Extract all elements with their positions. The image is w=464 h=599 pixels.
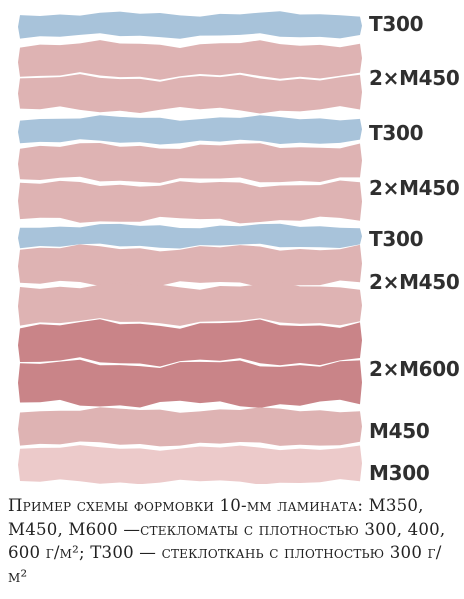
layer-label-m300: M300 [369,461,430,485]
laminate-sheet-mat300 [18,445,362,484]
layer-label-2xm450-3: 2×M450 [369,270,460,294]
laminate-sheet-mat600 [18,319,362,367]
laminate-sheet-mat450 [18,244,362,288]
figure-caption: Пример схемы формовки 10-мм ламината: М3… [8,496,446,586]
laminate-layers-graphic [18,11,362,484]
layer-label-2xm450-1: 2×M450 [369,66,460,90]
laminate-sheet-mat450 [18,180,362,224]
laminate-sheet-fabric [18,115,362,145]
laminate-sheet-fabric [18,223,362,249]
laminate-sheet-mat450 [18,74,362,114]
laminate-sheet-mat450 [18,282,362,326]
layer-label-t300-3: T300 [369,227,424,251]
laminate-sheet-mat600 [18,359,362,408]
layer-label-m450: M450 [369,419,430,443]
layer-label-2xm450-2: 2×M450 [369,176,460,200]
laminate-stack-diagram: T300 2×M450 T300 2×M450 T300 2×M450 2×M6… [18,11,460,485]
laminate-sheet-fabric [18,11,362,39]
laminate-sheet-mat450 [18,143,362,183]
layer-label-t300-2: T300 [369,121,424,145]
laminate-sheet-mat450 [18,407,362,447]
layer-label-2xm600: 2×M600 [369,357,460,381]
laminate-sheet-mat450 [18,40,362,80]
layer-label-t300-1: T300 [369,12,424,36]
